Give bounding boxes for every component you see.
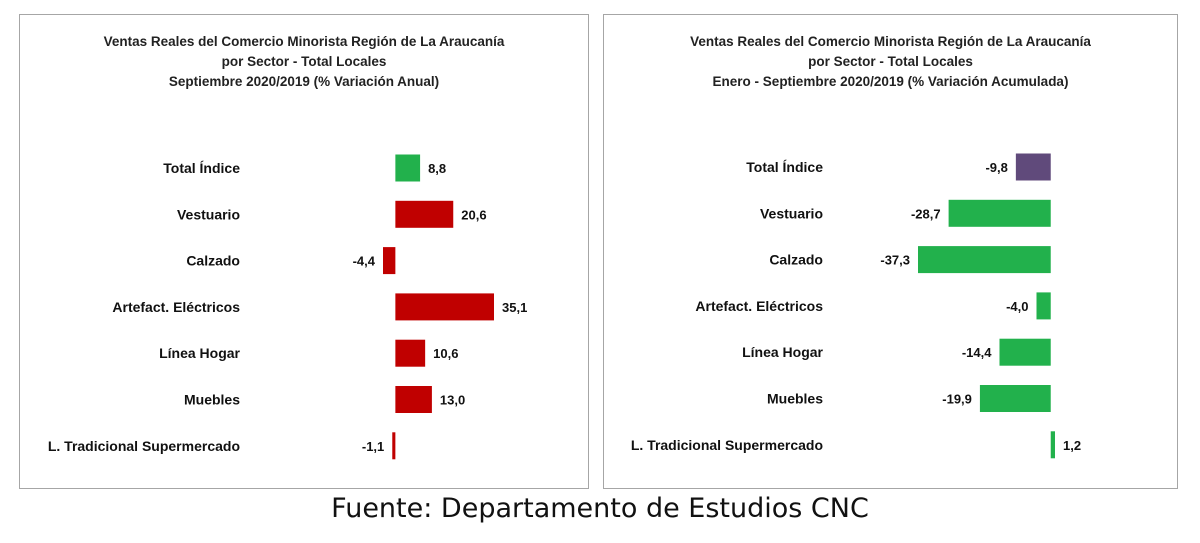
category-label: Vestuario bbox=[760, 205, 823, 221]
data-label: 35,1 bbox=[502, 300, 527, 315]
data-label: 20,6 bbox=[461, 207, 486, 222]
bar-2 bbox=[918, 246, 1051, 274]
bar-chart-right: Total Índice -9,8 Vestuario -28,7 Calzado -37… bbox=[631, 153, 1081, 459]
bar-5 bbox=[395, 386, 432, 413]
category-label: Artefact. Eléctricos bbox=[112, 299, 240, 315]
bar-chart-left: Total Índice 8,8 Vestuario 20,6 Calzado -4,4 A… bbox=[48, 154, 527, 460]
category-label: Vestuario bbox=[177, 206, 240, 222]
data-label: 13,0 bbox=[440, 393, 465, 408]
chart-title: Ventas Reales del Comercio Minorista Reg… bbox=[604, 32, 1177, 92]
bar-2 bbox=[383, 247, 396, 275]
bar-3 bbox=[395, 293, 494, 321]
bar-0 bbox=[395, 154, 421, 182]
category-label: Artefact. Eléctricos bbox=[695, 298, 823, 314]
source-caption: Fuente: Departamento de Estudios CNC bbox=[331, 493, 869, 524]
chart-title-line-1: Ventas Reales del Comercio Minorista Reg… bbox=[103, 34, 505, 49]
category-label: Calzado bbox=[186, 253, 240, 269]
category-label: Total Índice bbox=[163, 160, 240, 176]
category-label: Muebles bbox=[767, 391, 823, 407]
category-label: Línea Hogar bbox=[742, 344, 823, 360]
data-label: -1,1 bbox=[362, 439, 384, 454]
category-label: L. Tradicional Supermercado bbox=[631, 437, 823, 453]
category-label: Muebles bbox=[184, 392, 240, 408]
chart-title-line-2: por Sector - Total Locales bbox=[221, 54, 387, 69]
chart-title: Ventas Reales del Comercio Minorista Reg… bbox=[20, 32, 588, 92]
bar-1 bbox=[948, 199, 1051, 227]
data-label: 10,6 bbox=[433, 346, 458, 361]
chart-panel-right: Ventas Reales del Comercio Minorista Reg… bbox=[603, 14, 1178, 489]
bar-5 bbox=[979, 385, 1051, 412]
data-label: -4,0 bbox=[1006, 299, 1028, 314]
bar-4 bbox=[999, 338, 1051, 366]
data-label: -19,9 bbox=[942, 392, 972, 407]
chart-panel-left: Ventas Reales del Comercio Minorista Reg… bbox=[19, 14, 589, 489]
bar-6 bbox=[392, 432, 396, 460]
bar-1 bbox=[395, 200, 454, 228]
category-label: Calzado bbox=[769, 252, 823, 268]
bar-3 bbox=[1036, 292, 1051, 320]
data-label: -28,7 bbox=[911, 206, 941, 221]
bar-0 bbox=[1015, 153, 1051, 181]
chart-title-line-3: Septiembre 2020/2019 (% Variación Anual) bbox=[168, 74, 440, 89]
data-label: 1,2 bbox=[1063, 438, 1081, 453]
data-label: 8,8 bbox=[428, 161, 446, 176]
data-label: -14,4 bbox=[962, 345, 992, 360]
chart-title-line-1: Ventas Reales del Comercio Minorista Reg… bbox=[690, 34, 1091, 49]
chart-title-line-2: por Sector - Total Locales bbox=[808, 54, 973, 69]
data-label: -9,8 bbox=[985, 160, 1007, 175]
category-label: Línea Hogar bbox=[159, 345, 240, 361]
data-label: -37,3 bbox=[880, 253, 910, 268]
category-label: Total Índice bbox=[746, 159, 823, 175]
chart-title-line-3: Enero - Septiembre 2020/2019 (% Variació… bbox=[712, 74, 1069, 89]
data-label: -4,4 bbox=[353, 254, 376, 269]
bar-6 bbox=[1050, 431, 1055, 459]
category-label: L. Tradicional Supermercado bbox=[48, 438, 240, 454]
bar-4 bbox=[395, 339, 426, 367]
